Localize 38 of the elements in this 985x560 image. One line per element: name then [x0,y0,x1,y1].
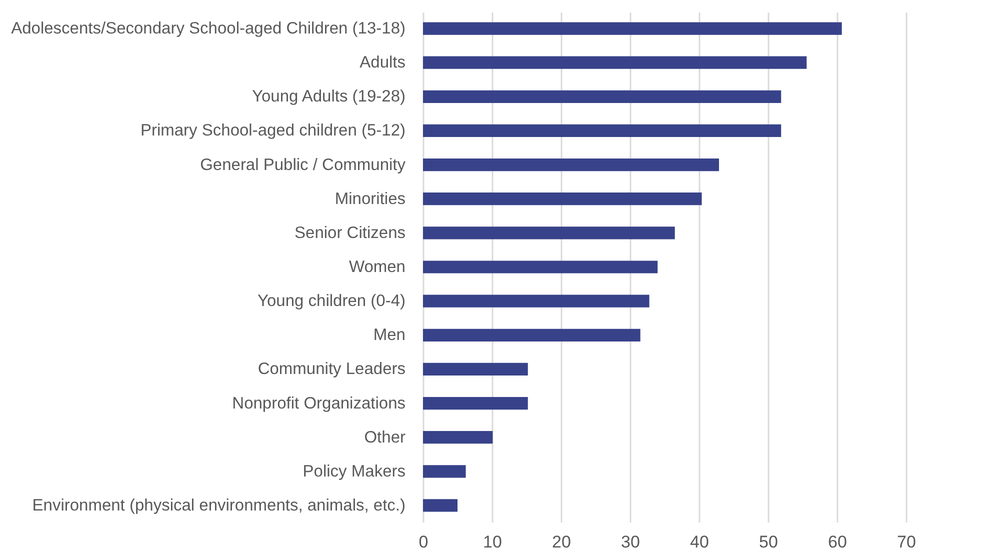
bar [423,22,842,35]
y-tick-label: Senior Citizens [294,224,406,242]
x-tick-label: 60 [828,532,847,552]
y-tick-label: Minorities [334,190,406,208]
y-tick-label: General Public / Community [200,156,406,174]
bar [423,431,493,444]
x-tick-label: 0 [418,532,428,552]
x-tick-label: 10 [483,532,502,552]
bar [423,226,675,240]
y-tick-label: Adolescents/Secondary School-aged Children (13-18) [11,20,406,38]
x-tick-label: 30 [621,532,640,552]
bar [423,56,807,69]
x-tick-label: 40 [690,532,709,552]
y-tick-label: Young Adults (19-28) [252,88,406,106]
y-tick-label: Primary School-aged children (5-12) [140,122,406,140]
y-tick-label: Community Leaders [258,360,406,378]
bar [423,396,528,410]
bar [423,294,650,308]
y-tick-label: Women [348,258,406,276]
x-tick-label: 70 [897,532,916,552]
bar [423,90,782,103]
bar [423,158,720,172]
bar [423,465,466,478]
y-tick-label: Policy Makers [302,462,406,480]
y-tick-label: Environment (physical environments, animals, etc.) [32,496,406,514]
bar [423,124,782,138]
y-tick-label: Young children (0-4) [258,292,406,310]
y-tick-label: Nonprofit Organizations [232,394,406,412]
bar [423,499,458,512]
bar [423,260,658,274]
bar [423,192,702,206]
y-tick-label: Men [373,326,406,344]
x-tick-label: 20 [552,532,571,552]
x-tick-label: 50 [759,532,778,552]
bar [423,362,528,376]
y-tick-label: Other [364,428,406,446]
y-tick-label: Adults [360,54,406,72]
bar [423,328,640,342]
